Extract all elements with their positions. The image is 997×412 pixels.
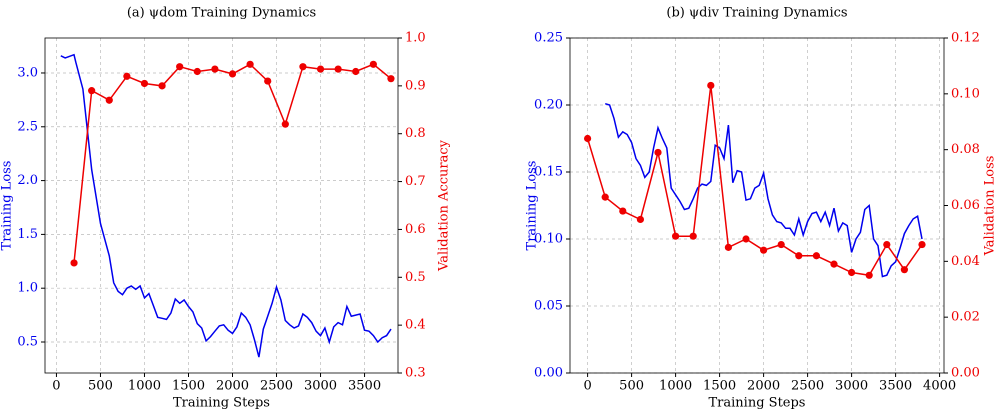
y2-tick-label: 0.06 (951, 198, 980, 213)
x-tick-label: 1000 (659, 379, 692, 394)
y-tick-label: 0.15 (534, 165, 563, 180)
y2-axis-label: Validation Accuracy (437, 139, 452, 272)
point (812, 252, 821, 260)
x-axis-label: Training Steps (173, 396, 270, 411)
x-tick-label: 1000 (128, 379, 161, 394)
point (742, 235, 750, 243)
y2-tick-label: 0.02 (951, 310, 980, 325)
y-tick-label: 0.10 (534, 232, 563, 247)
y2-tick-label: 0.04 (951, 254, 980, 269)
y-tick-label: 0.00 (534, 366, 563, 381)
point (619, 207, 627, 215)
plot-frame (569, 37, 945, 374)
x-tick-label: 4000 (923, 379, 956, 394)
y2-tick-label: 0.3 (405, 366, 426, 381)
y-tick-label: 0.5 (17, 335, 38, 350)
y-tick-label: 1.0 (17, 281, 38, 296)
y-axis-label: Training Loss (525, 161, 540, 251)
point (672, 232, 680, 240)
point (123, 72, 131, 80)
point (795, 252, 803, 260)
y2-tick-label: 0.00 (951, 366, 980, 381)
series-line (604, 102, 923, 278)
y2-tick-label: 0.08 (951, 142, 980, 157)
chart-title: (a) ψdom Training Dynamics (127, 6, 316, 21)
y-tick-label: 0.20 (534, 98, 563, 113)
point (601, 193, 609, 201)
y2-tick-label: 0.12 (951, 31, 980, 46)
point (158, 82, 166, 90)
point (918, 240, 926, 249)
x-tick-label: 500 (619, 379, 644, 394)
point (193, 67, 201, 76)
point (369, 60, 377, 68)
point (584, 134, 592, 143)
point (865, 271, 873, 279)
x-tick-label: 2000 (216, 379, 249, 394)
point (387, 75, 395, 83)
point (724, 243, 733, 251)
point (848, 268, 856, 277)
x-tick-label: 3000 (304, 379, 337, 394)
chart-title: (b) ψdiv Training Dynamics (666, 6, 847, 21)
y-tick-label: 0.05 (534, 299, 563, 314)
point (299, 63, 307, 71)
plot-frame (44, 37, 399, 374)
y2-tick-label: 0.10 (951, 86, 980, 101)
x-axis-label: Training Steps (709, 396, 806, 411)
point (246, 60, 254, 68)
y-tick-label: 3.0 (17, 65, 38, 80)
x-tick-label: 1500 (172, 379, 205, 394)
point (70, 259, 78, 267)
x-tick-label: 2500 (791, 379, 824, 394)
x-tick-label: 3500 (348, 379, 381, 394)
y-tick-label: 2.0 (17, 173, 38, 188)
point (140, 79, 149, 88)
series-line (586, 85, 923, 277)
point (883, 240, 891, 249)
series-line (60, 53, 392, 358)
x-tick-label: 500 (88, 379, 113, 394)
y2-tick-label: 0.5 (405, 270, 426, 285)
point (281, 120, 289, 128)
point (760, 246, 768, 254)
point (352, 67, 360, 76)
y2-tick-label: 0.4 (405, 318, 426, 333)
y2-tick-label: 0.7 (405, 174, 426, 189)
y2-tick-label: 1.0 (405, 31, 426, 46)
point (707, 81, 715, 90)
point (636, 215, 645, 224)
y-tick-label: 0.25 (534, 31, 563, 46)
x-tick-label: 0 (583, 379, 591, 394)
y2-tick-label: 0.9 (405, 78, 426, 93)
point (228, 70, 237, 78)
y-axis-label: Training Loss (0, 161, 15, 251)
y2-axis-label: Validation Loss (983, 156, 997, 257)
point (264, 77, 272, 85)
point (105, 96, 113, 104)
x-tick-label: 1500 (703, 379, 736, 394)
point (211, 65, 219, 73)
point (316, 65, 325, 73)
x-tick-label: 2500 (260, 379, 293, 394)
point (334, 65, 342, 73)
y2-tick-label: 0.6 (405, 222, 426, 237)
y2-tick-label: 0.8 (405, 126, 426, 141)
y-tick-label: 2.5 (17, 119, 38, 134)
y-tick-label: 1.5 (17, 227, 38, 242)
point (830, 260, 838, 268)
x-tick-label: 3500 (879, 379, 912, 394)
x-tick-label: 2000 (747, 379, 780, 394)
point (654, 148, 662, 157)
point (176, 63, 184, 71)
point (88, 87, 96, 95)
point (777, 240, 785, 249)
x-tick-label: 3000 (835, 379, 868, 394)
x-tick-label: 0 (52, 379, 60, 394)
point (900, 266, 909, 274)
point (689, 232, 697, 240)
